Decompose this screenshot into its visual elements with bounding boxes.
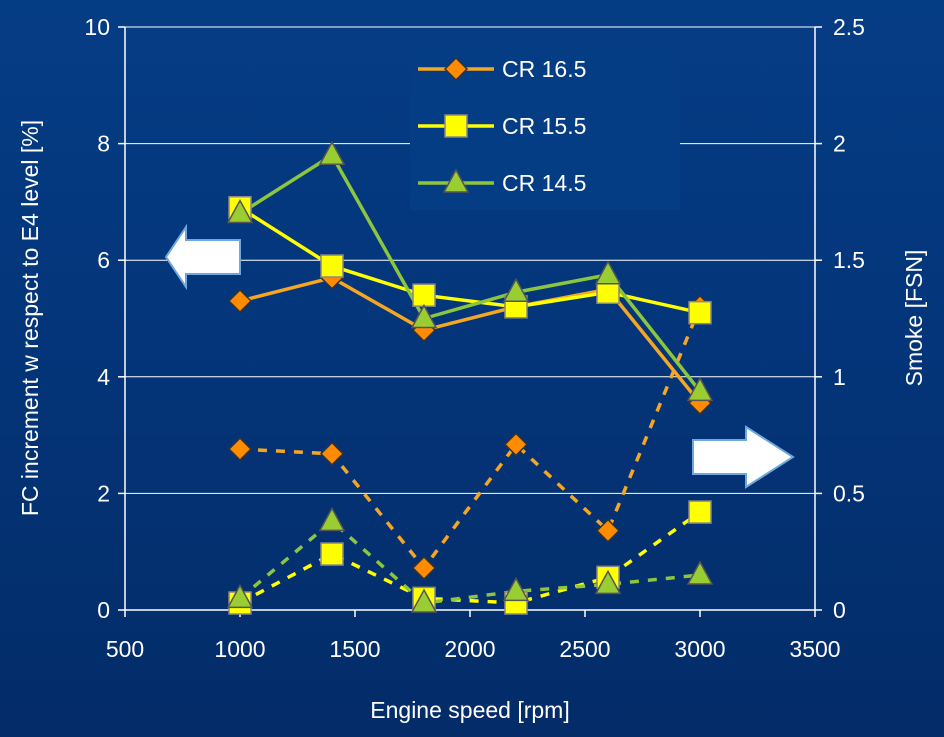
fc-point-cr-14-5 <box>226 198 254 224</box>
y-right-tick-labels: 0 0.5 1 1.5 2 2.5 <box>815 14 865 623</box>
fc-point-cr-14-5 <box>318 140 346 166</box>
smoke-point-cr-14-5 <box>410 588 438 613</box>
legend-swatch-marker <box>443 56 469 82</box>
smoke-point-cr-16-5 <box>411 555 437 581</box>
smoke-point-cr-14-5 <box>226 583 254 609</box>
smoke-point-cr-14-5 <box>502 576 530 602</box>
smoke-point-cr-16-5 <box>503 432 529 457</box>
y-left-tick-label: 0 <box>97 597 110 623</box>
fc-point-cr-14-5 <box>502 277 530 303</box>
y-right-tick-label: 1.5 <box>833 247 865 273</box>
fc-point-cr-15-5 <box>688 300 712 325</box>
smoke-series-lines <box>238 306 702 605</box>
x-tick-label: 500 <box>106 636 144 662</box>
y-right-tick-label: 1 <box>833 364 846 390</box>
y-right-tick-label: 0.5 <box>833 480 865 506</box>
y-right-axis-title: Smoke [FSN] <box>901 250 927 387</box>
x-tick-label: 2000 <box>444 636 495 662</box>
fc-line-cr-16-5 <box>239 275 702 405</box>
legend: CR 16.5 CR 15.5 CR 14.5 <box>410 40 680 210</box>
smoke-point-cr-16-5 <box>319 441 345 466</box>
smoke-line-cr-16-5 <box>239 306 702 571</box>
fc-point-cr-15-5 <box>320 254 344 278</box>
fc-point-cr-15-5 <box>596 280 620 305</box>
legend-swatch-marker <box>442 168 470 193</box>
left-axis-arrow-icon <box>164 223 241 291</box>
y-left-tick-label: 6 <box>97 247 110 273</box>
legend-label: CR 15.5 <box>502 113 586 139</box>
x-axis-title: Engine speed [rpm] <box>370 697 569 723</box>
smoke-point-cr-16-5 <box>227 437 253 462</box>
x-tick-label: 3500 <box>789 636 840 662</box>
y-left-tick-label: 2 <box>97 480 110 506</box>
smoke-point-cr-15-5 <box>320 542 344 566</box>
smoke-line-cr-14-5 <box>238 519 701 605</box>
x-tick-label: 3000 <box>674 636 725 662</box>
y-right-tick-label: 2 <box>833 131 846 157</box>
fc-point-cr-15-5 <box>412 283 436 307</box>
legend-label: CR 14.5 <box>502 170 586 196</box>
smoke-point-cr-16-5 <box>595 518 621 543</box>
smoke-line-cr-15-5 <box>239 510 702 605</box>
y-right-tick-label: 0 <box>833 597 846 623</box>
y-left-tick-label: 4 <box>97 364 110 390</box>
y-left-tick-label: 10 <box>84 14 110 40</box>
fc-series-lines <box>239 152 702 405</box>
fc-line-cr-14-5 <box>239 152 702 393</box>
fc-point-cr-14-5 <box>594 260 622 285</box>
legend-swatch-marker <box>444 114 468 138</box>
legend-label: CR 16.5 <box>502 56 586 82</box>
y-left-tick-label: 8 <box>97 131 110 157</box>
fc-point-cr-14-5 <box>686 376 714 402</box>
x-tick-label: 1500 <box>329 636 380 662</box>
smoke-point-cr-14-5 <box>686 560 714 585</box>
y-right-tick-label: 2.5 <box>833 14 865 40</box>
y-left-tick-labels: 0 2 4 6 8 10 <box>84 14 125 623</box>
fc-point-cr-16-5 <box>227 288 253 314</box>
right-axis-arrow-icon <box>692 425 795 489</box>
x-tick-label: 2500 <box>559 636 610 662</box>
x-tick-label: 1000 <box>214 636 265 662</box>
smoke-point-cr-14-5 <box>318 506 346 532</box>
x-tick-labels: 500 1000 1500 2000 2500 3000 3500 <box>106 610 841 662</box>
y-left-axis-title: FC increment w respect to E4 level [%] <box>17 120 43 516</box>
smoke-point-cr-15-5 <box>688 500 712 524</box>
smoke-point-cr-14-5 <box>594 569 622 595</box>
series-markers <box>226 140 714 615</box>
fc-point-cr-14-5 <box>410 303 438 329</box>
